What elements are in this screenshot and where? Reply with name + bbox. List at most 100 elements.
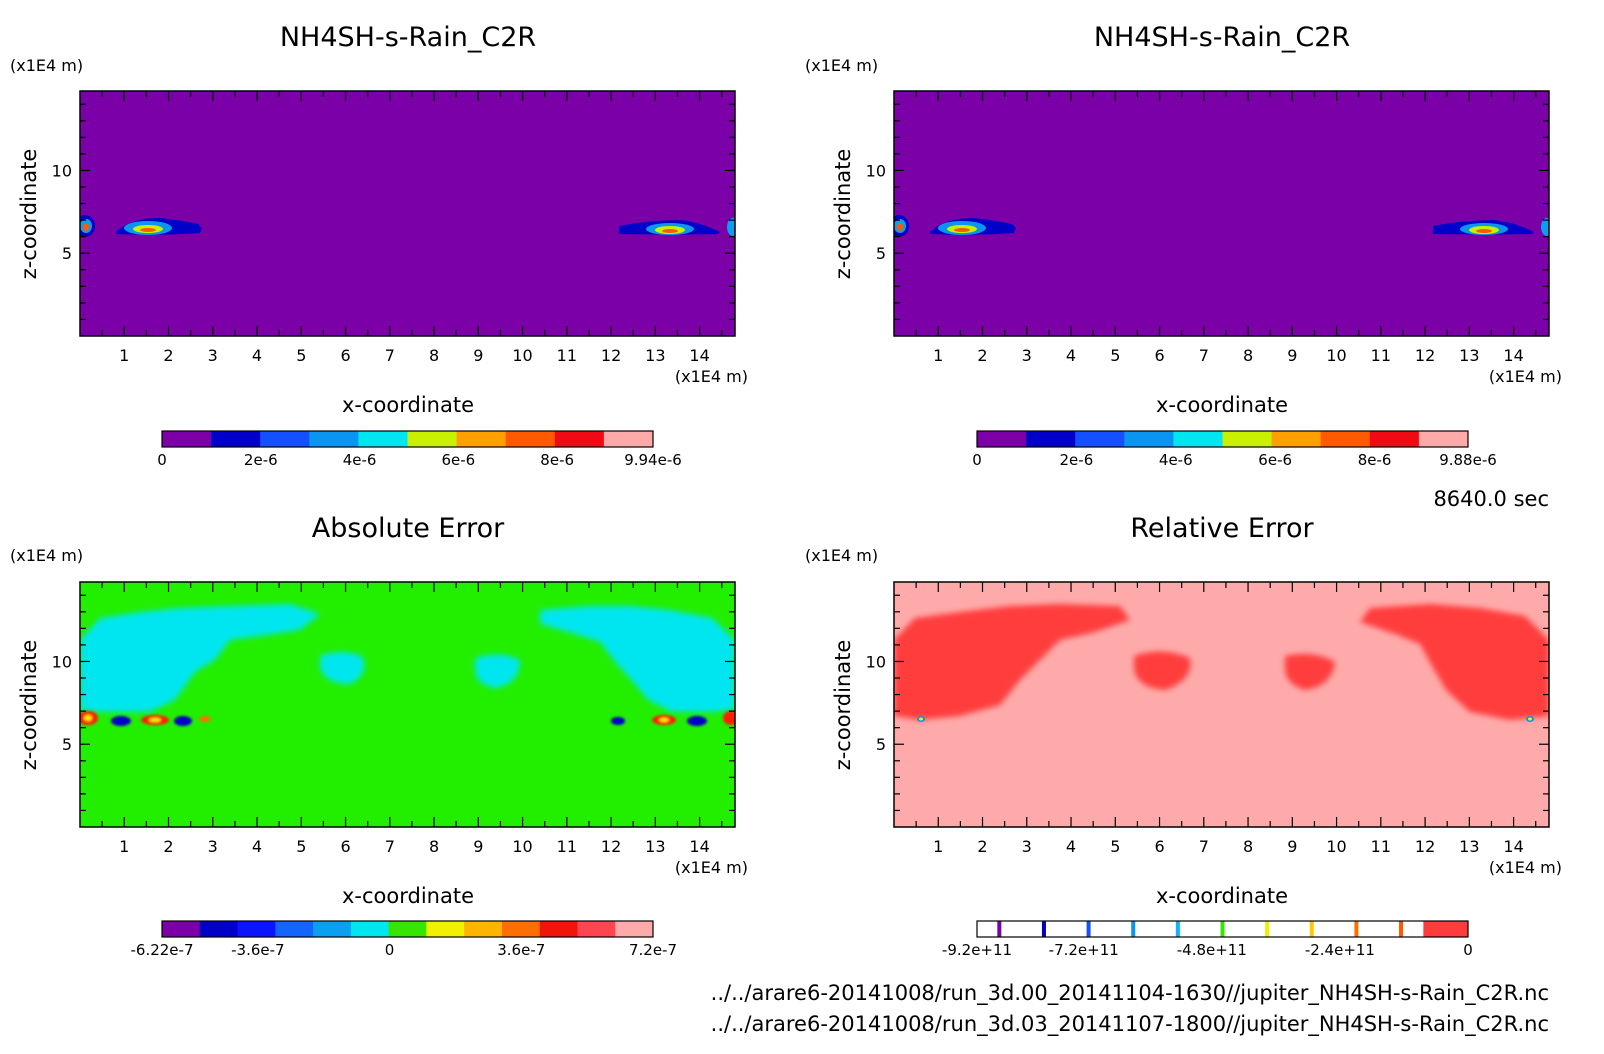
- y-tick-label: 10: [866, 161, 886, 180]
- x-tick-label: 7: [1199, 837, 1209, 856]
- colorbar-segment: [407, 431, 458, 447]
- x-tick-label: 7: [1199, 346, 1209, 365]
- blob-left-edge-peak: [897, 223, 903, 231]
- blob-left-peak: [140, 228, 156, 232]
- colorbar-contour-line: [1041, 921, 1046, 937]
- x-tick-label: 5: [1110, 837, 1120, 856]
- colorbar-segment: [615, 921, 654, 937]
- spot: [174, 716, 192, 726]
- colorbar-segment: [501, 921, 541, 937]
- colorbar-label: -3.6e-7: [231, 941, 284, 959]
- x-tick-label: 14: [1503, 346, 1523, 365]
- blob-right-edge: [727, 218, 735, 236]
- x-tick-label: 12: [601, 346, 621, 365]
- contour-blobs: [894, 215, 1549, 237]
- y-unit-label: (x1E4 m): [805, 56, 878, 75]
- colorbar-contour-line: [1086, 921, 1091, 937]
- colorbar-label: 6e-6: [442, 451, 476, 469]
- spot: [919, 717, 923, 721]
- colorbar-segment: [388, 921, 427, 937]
- y-tick-label: 5: [876, 244, 886, 263]
- x-tick-label: 6: [1154, 346, 1164, 365]
- x-tick-label: 11: [557, 346, 577, 365]
- x-tick-label: 5: [1110, 346, 1120, 365]
- colorbar-segment: [554, 431, 605, 447]
- colorbar-segment: [162, 431, 212, 447]
- colorbar-segment: [162, 921, 201, 937]
- x-tick-label: 1: [933, 346, 943, 365]
- x-tick-label: 4: [1066, 837, 1076, 856]
- x-tick-label: 8: [429, 837, 439, 856]
- colorbar-segment: [456, 431, 507, 447]
- cyan-region-right: [540, 606, 735, 712]
- y-tick-label: 10: [52, 161, 72, 180]
- x-tick-label: 12: [601, 837, 621, 856]
- x-unit-label: (x1E4 m): [675, 367, 748, 386]
- colorbar-label: -6.22e-7: [131, 941, 194, 959]
- plot-background: [894, 91, 1549, 336]
- x-tick-label: 1: [119, 837, 129, 856]
- colorbar-label: -9.2e+11: [942, 941, 1012, 959]
- plot-frame: [79, 581, 736, 828]
- x-tick-label: 12: [1415, 346, 1435, 365]
- colorbar-label: 0: [972, 451, 982, 469]
- colorbar-segment: [309, 431, 359, 447]
- colorbar: 0 2e-6 4e-6 6e-6 8e-6 9.88e-6: [972, 430, 1497, 469]
- colorbar-segment: [1124, 431, 1174, 447]
- colorbar-contour-line: [997, 921, 1002, 937]
- colorbar-label: -4.8e+11: [1177, 941, 1247, 959]
- x-unit-label: (x1E4 m): [1489, 367, 1562, 386]
- x-tick-label: 10: [512, 346, 532, 365]
- panel-bottom-right: Relative Error (x1E4 m) 1 2 3 4 5 6 7 8 9 10 11 12 1…: [805, 513, 1562, 959]
- colorbar-segment: [1369, 431, 1420, 447]
- x-tick-label: 7: [385, 346, 395, 365]
- colorbar-contour-line: [1265, 921, 1270, 937]
- file-path-2: ../../arare6-20141008/run_3d.03_20141107…: [711, 1012, 1549, 1037]
- y-unit-label: (x1E4 m): [10, 546, 83, 565]
- y-tick-label: 5: [876, 735, 886, 754]
- blob-right-peak: [1476, 229, 1492, 233]
- x-tick-label: 6: [340, 346, 350, 365]
- red-region-mid-left: [1134, 651, 1191, 690]
- plot-frame: [79, 90, 736, 337]
- spot: [723, 711, 735, 725]
- colorbar-segment: [603, 431, 654, 447]
- x-tick-label: 11: [557, 837, 577, 856]
- colorbar-label: -2.4e+11: [1305, 941, 1375, 959]
- colorbar-contour-line: [1309, 921, 1314, 937]
- x-tick-label: 7: [385, 837, 395, 856]
- colorbar-segment: [199, 921, 239, 937]
- colorbar-segment: [464, 921, 503, 937]
- colorbar-label: 4e-6: [1159, 451, 1193, 469]
- file-path-1: ../../arare6-20141008/run_3d.00_20141104…: [711, 981, 1549, 1006]
- colorbar-segment: [260, 431, 310, 447]
- colorbar-segment: [237, 921, 276, 937]
- extreme-spots: [80, 711, 735, 726]
- x-tick-label: 6: [1154, 837, 1164, 856]
- colorbar-label: 9.88e-6: [1439, 451, 1497, 469]
- spot: [84, 715, 92, 721]
- x-tick-label: 4: [252, 837, 262, 856]
- x-tick-label: 11: [1371, 837, 1391, 856]
- x-tick-label: 9: [473, 346, 483, 365]
- x-tick-label: 3: [208, 837, 218, 856]
- x-tick-label: 2: [163, 837, 173, 856]
- x-tick-label: 9: [473, 837, 483, 856]
- x-tick-label: 3: [1022, 837, 1032, 856]
- x-tick-label: 13: [645, 346, 665, 365]
- spot: [687, 716, 707, 726]
- colorbar-label: 2e-6: [244, 451, 278, 469]
- plot-area: [894, 582, 1549, 827]
- x-tick-label: 10: [512, 837, 532, 856]
- plot-area: [894, 91, 1549, 336]
- chart-title: Relative Error: [1130, 513, 1314, 544]
- y-axis-label: z-coordinate: [17, 149, 41, 280]
- x-axis-label: x-coordinate: [1156, 393, 1288, 417]
- x-tick-label: 6: [340, 837, 350, 856]
- y-unit-label: (x1E4 m): [10, 56, 83, 75]
- x-tick-label: 5: [296, 837, 306, 856]
- chart-title: NH4SH-s-Rain_C2R: [1094, 22, 1350, 53]
